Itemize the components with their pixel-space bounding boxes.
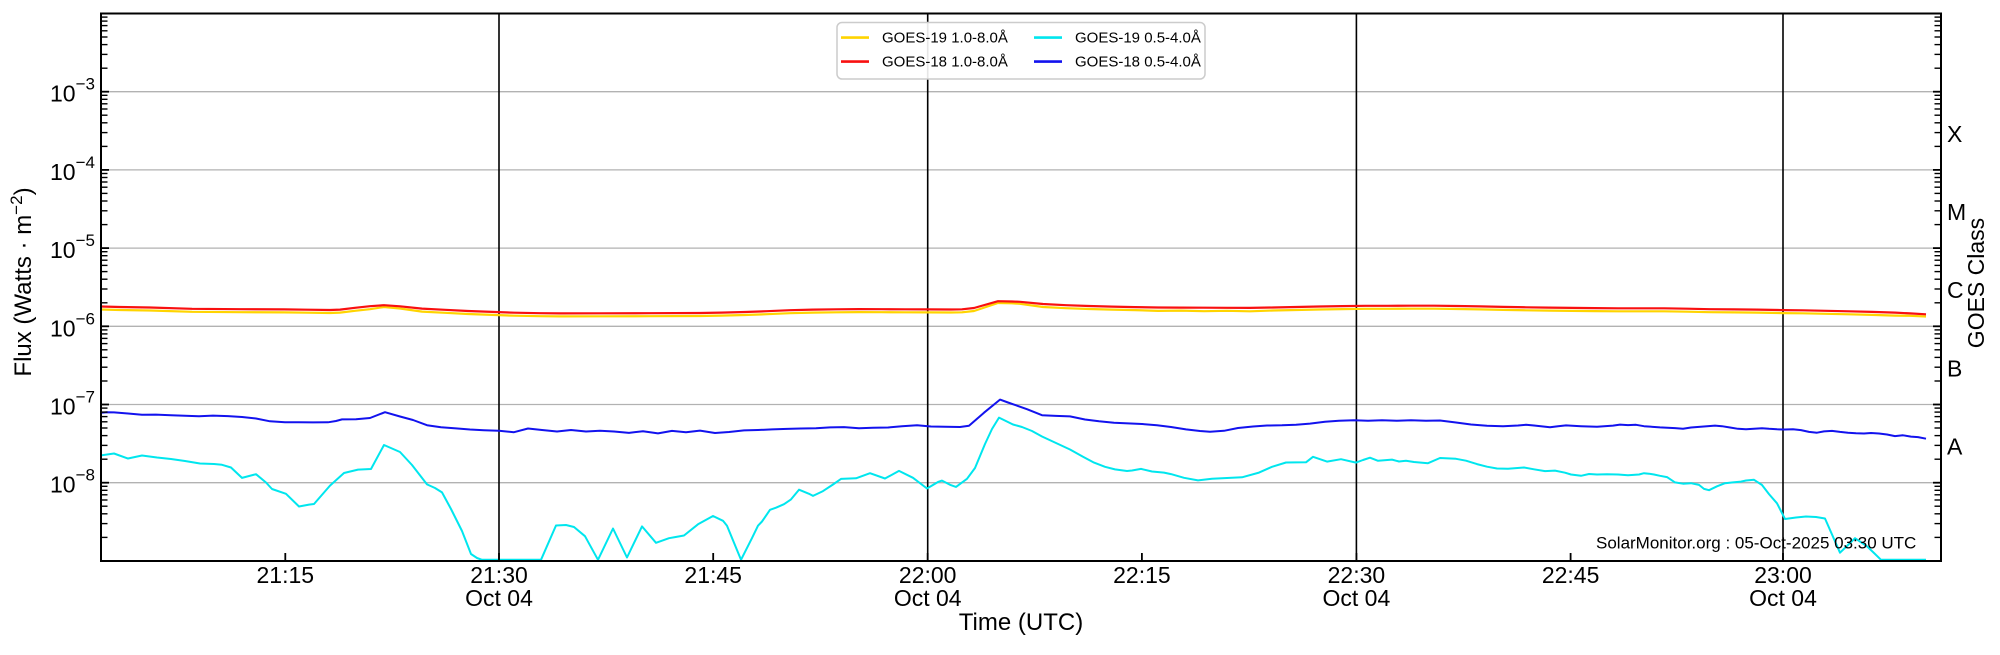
svg-text:X: X	[1947, 121, 1962, 147]
svg-text:GOES-19 1.0-8.0Å: GOES-19 1.0-8.0Å	[882, 30, 1008, 47]
svg-text:C: C	[1947, 277, 1964, 303]
svg-text:SolarMonitor.org : 05-Oct-2025: SolarMonitor.org : 05-Oct-2025 03:30 UTC	[1596, 534, 1916, 553]
svg-text:Oct 04: Oct 04	[465, 585, 533, 611]
svg-text:Oct 04: Oct 04	[894, 585, 962, 611]
svg-text:23:00: 23:00	[1754, 562, 1812, 588]
svg-text:22:30: 22:30	[1328, 562, 1386, 588]
svg-text:GOES-18 0.5-4.0Å: GOES-18 0.5-4.0Å	[1075, 54, 1201, 71]
svg-text:Oct 04: Oct 04	[1749, 585, 1817, 611]
svg-text:M: M	[1947, 199, 1966, 225]
svg-text:10−4: 10−4	[50, 153, 95, 185]
svg-text:A: A	[1947, 434, 1963, 460]
svg-text:22:45: 22:45	[1542, 562, 1600, 588]
svg-text:Oct 04: Oct 04	[1323, 585, 1391, 611]
svg-text:GOES-18 1.0-8.0Å: GOES-18 1.0-8.0Å	[882, 54, 1008, 71]
svg-text:Time (UTC): Time (UTC)	[959, 609, 1083, 636]
svg-text:Flux (Watts · m−2): Flux (Watts · m−2)	[7, 187, 37, 376]
svg-text:GOES-19 0.5-4.0Å: GOES-19 0.5-4.0Å	[1075, 30, 1201, 47]
svg-text:GOES Class: GOES Class	[1963, 218, 1989, 348]
svg-text:21:15: 21:15	[257, 562, 315, 588]
svg-text:21:45: 21:45	[684, 562, 742, 588]
svg-text:21:30: 21:30	[470, 562, 528, 588]
svg-text:22:15: 22:15	[1113, 562, 1171, 588]
svg-text:B: B	[1947, 355, 1962, 381]
svg-text:22:00: 22:00	[899, 562, 957, 588]
